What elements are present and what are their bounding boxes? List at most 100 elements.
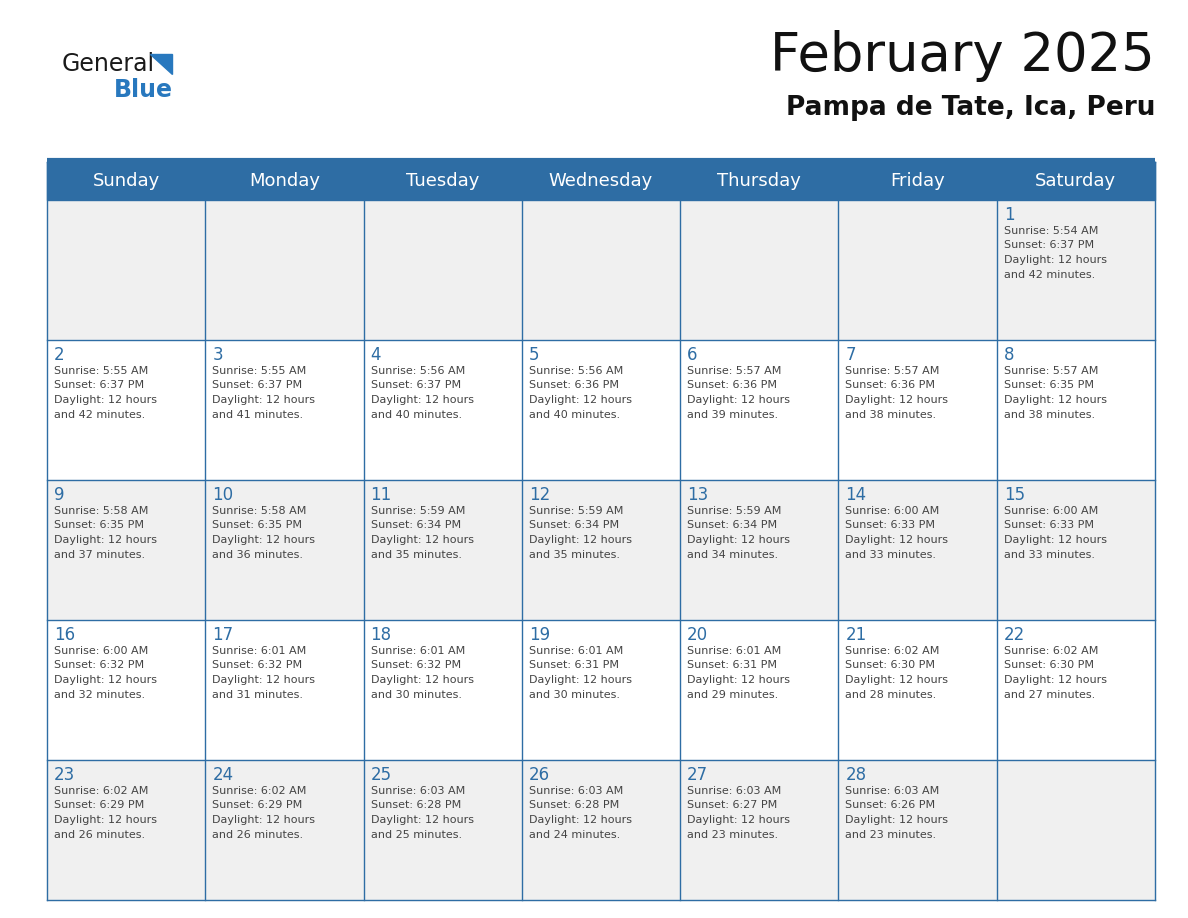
Bar [997, 620, 1155, 760]
Text: Sunrise: 5:59 AM: Sunrise: 5:59 AM [371, 506, 465, 516]
Text: Sunrise: 6:00 AM: Sunrise: 6:00 AM [1004, 506, 1098, 516]
Text: 27: 27 [687, 766, 708, 784]
Bar [48, 620, 206, 760]
Text: 19: 19 [529, 626, 550, 644]
Bar [206, 620, 364, 760]
Text: Sunrise: 6:03 AM: Sunrise: 6:03 AM [529, 786, 624, 796]
Text: Sunrise: 6:01 AM: Sunrise: 6:01 AM [213, 646, 307, 656]
Text: Sunset: 6:31 PM: Sunset: 6:31 PM [687, 660, 777, 670]
Text: Sunrise: 6:01 AM: Sunrise: 6:01 AM [687, 646, 782, 656]
Text: 28: 28 [846, 766, 866, 784]
Text: 16: 16 [53, 626, 75, 644]
Text: and 36 minutes.: and 36 minutes. [213, 550, 303, 559]
Text: Thursday: Thursday [718, 172, 801, 190]
Text: Daylight: 12 hours: Daylight: 12 hours [529, 535, 632, 545]
Text: Sunset: 6:35 PM: Sunset: 6:35 PM [1004, 380, 1094, 390]
Text: and 35 minutes.: and 35 minutes. [371, 550, 462, 559]
Bar [206, 480, 364, 620]
Text: and 32 minutes.: and 32 minutes. [53, 689, 145, 700]
Bar [997, 340, 1155, 480]
Text: 8: 8 [1004, 346, 1015, 364]
Text: Daylight: 12 hours: Daylight: 12 hours [846, 535, 948, 545]
Bar [522, 480, 681, 620]
Text: and 33 minutes.: and 33 minutes. [1004, 550, 1094, 559]
Text: Daylight: 12 hours: Daylight: 12 hours [687, 535, 790, 545]
Text: and 38 minutes.: and 38 minutes. [1004, 409, 1095, 420]
Text: and 24 minutes.: and 24 minutes. [529, 830, 620, 839]
Text: Daylight: 12 hours: Daylight: 12 hours [529, 815, 632, 825]
Text: 17: 17 [213, 626, 233, 644]
Text: Daylight: 12 hours: Daylight: 12 hours [213, 395, 315, 405]
Text: Sunset: 6:29 PM: Sunset: 6:29 PM [53, 800, 144, 811]
Text: and 30 minutes.: and 30 minutes. [371, 689, 462, 700]
Text: Sunset: 6:29 PM: Sunset: 6:29 PM [213, 800, 303, 811]
Polygon shape [150, 54, 172, 74]
Text: Sunrise: 6:02 AM: Sunrise: 6:02 AM [846, 646, 940, 656]
Text: Sunrise: 5:58 AM: Sunrise: 5:58 AM [53, 506, 148, 516]
Text: Daylight: 12 hours: Daylight: 12 hours [213, 675, 315, 685]
Text: and 23 minutes.: and 23 minutes. [846, 830, 936, 839]
Text: Sunrise: 6:01 AM: Sunrise: 6:01 AM [371, 646, 465, 656]
Text: Sunrise: 5:54 AM: Sunrise: 5:54 AM [1004, 226, 1098, 236]
Text: Sunset: 6:34 PM: Sunset: 6:34 PM [687, 521, 777, 531]
Text: February 2025: February 2025 [770, 30, 1155, 82]
Text: and 25 minutes.: and 25 minutes. [371, 830, 462, 839]
Bar [839, 340, 997, 480]
Text: Daylight: 12 hours: Daylight: 12 hours [371, 815, 474, 825]
Text: Daylight: 12 hours: Daylight: 12 hours [687, 395, 790, 405]
Text: Sunset: 6:34 PM: Sunset: 6:34 PM [529, 521, 619, 531]
Text: Sunrise: 5:57 AM: Sunrise: 5:57 AM [687, 366, 782, 376]
Text: Daylight: 12 hours: Daylight: 12 hours [529, 675, 632, 685]
Bar [522, 200, 681, 340]
Bar [522, 620, 681, 760]
Text: Sunset: 6:32 PM: Sunset: 6:32 PM [213, 660, 303, 670]
Text: Sunrise: 6:02 AM: Sunrise: 6:02 AM [53, 786, 148, 796]
Text: Sunrise: 5:58 AM: Sunrise: 5:58 AM [213, 506, 307, 516]
Text: Sunrise: 5:55 AM: Sunrise: 5:55 AM [53, 366, 148, 376]
Bar [48, 340, 206, 480]
Text: and 42 minutes.: and 42 minutes. [1004, 270, 1095, 279]
Bar [522, 340, 681, 480]
Text: 15: 15 [1004, 486, 1025, 504]
Text: Sunset: 6:36 PM: Sunset: 6:36 PM [529, 380, 619, 390]
Text: and 31 minutes.: and 31 minutes. [213, 689, 303, 700]
Bar [48, 162, 1155, 200]
Text: Sunset: 6:36 PM: Sunset: 6:36 PM [687, 380, 777, 390]
Bar [522, 760, 681, 900]
Bar [997, 480, 1155, 620]
Bar [206, 200, 364, 340]
Text: Pampa de Tate, Ica, Peru: Pampa de Tate, Ica, Peru [785, 95, 1155, 121]
Bar [48, 760, 206, 900]
Text: 6: 6 [687, 346, 697, 364]
Bar [839, 760, 997, 900]
Text: General: General [62, 52, 156, 76]
Text: Sunset: 6:32 PM: Sunset: 6:32 PM [53, 660, 144, 670]
Text: Sunrise: 5:55 AM: Sunrise: 5:55 AM [213, 366, 307, 376]
Text: Sunset: 6:33 PM: Sunset: 6:33 PM [1004, 521, 1094, 531]
Text: Daylight: 12 hours: Daylight: 12 hours [1004, 535, 1107, 545]
Bar [206, 340, 364, 480]
Text: and 40 minutes.: and 40 minutes. [371, 409, 462, 420]
Text: Daylight: 12 hours: Daylight: 12 hours [846, 815, 948, 825]
Bar [364, 200, 522, 340]
Text: Sunrise: 6:03 AM: Sunrise: 6:03 AM [846, 786, 940, 796]
Text: and 35 minutes.: and 35 minutes. [529, 550, 620, 559]
Text: Sunset: 6:37 PM: Sunset: 6:37 PM [371, 380, 461, 390]
Bar [681, 480, 839, 620]
Text: Sunday: Sunday [93, 172, 159, 190]
Text: 12: 12 [529, 486, 550, 504]
Text: 26: 26 [529, 766, 550, 784]
Text: Daylight: 12 hours: Daylight: 12 hours [687, 815, 790, 825]
Text: Sunrise: 5:57 AM: Sunrise: 5:57 AM [846, 366, 940, 376]
Text: and 33 minutes.: and 33 minutes. [846, 550, 936, 559]
Text: Sunset: 6:26 PM: Sunset: 6:26 PM [846, 800, 936, 811]
Text: Daylight: 12 hours: Daylight: 12 hours [1004, 675, 1107, 685]
Text: Monday: Monday [249, 172, 320, 190]
Text: 5: 5 [529, 346, 539, 364]
Text: Daylight: 12 hours: Daylight: 12 hours [529, 395, 632, 405]
Text: 4: 4 [371, 346, 381, 364]
Text: Sunrise: 5:57 AM: Sunrise: 5:57 AM [1004, 366, 1098, 376]
Text: Sunrise: 5:56 AM: Sunrise: 5:56 AM [529, 366, 624, 376]
Text: Sunset: 6:33 PM: Sunset: 6:33 PM [846, 521, 935, 531]
Text: 10: 10 [213, 486, 233, 504]
